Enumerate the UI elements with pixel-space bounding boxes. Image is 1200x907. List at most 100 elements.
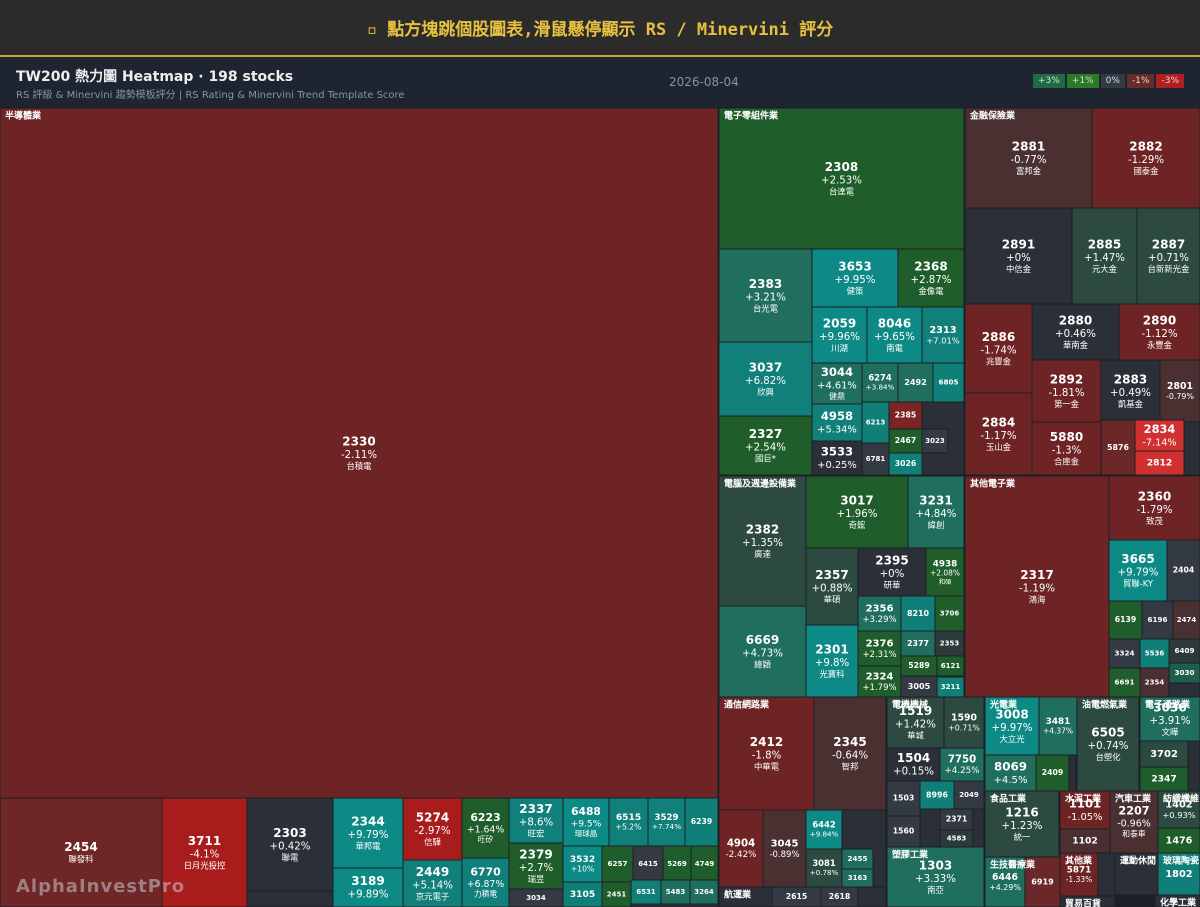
stock-cell[interactable]: 3008 +9.97%大立光 bbox=[984, 696, 1040, 756]
stock-cell[interactable]: 3034 bbox=[508, 888, 564, 907]
stock-cell[interactable]: 3532+10% bbox=[562, 845, 603, 883]
stock-cell[interactable]: 3163 bbox=[841, 868, 874, 888]
stock-cell[interactable]: 1503 bbox=[886, 780, 921, 817]
stock-cell[interactable]: 6919 bbox=[1024, 856, 1061, 907]
stock-cell[interactable]: 3030 bbox=[1168, 662, 1200, 684]
stock-cell[interactable]: 3711 -4.1%日月光投控 bbox=[161, 797, 248, 907]
stock-cell[interactable]: 8046 +9.65%南電 bbox=[866, 306, 923, 364]
stock-cell[interactable]: 2344 +9.79%華邦電 bbox=[332, 797, 404, 869]
stock-cell[interactable]: 2801-0.79% bbox=[1159, 359, 1200, 423]
stock-cell[interactable]: 3529+7.74% bbox=[647, 797, 686, 847]
stock-cell[interactable]: 2383 +3.21%台光電 bbox=[718, 248, 813, 343]
stock-cell[interactable]: 2881 -0.77%富邦金 bbox=[964, 108, 1093, 209]
stock-cell[interactable]: 2317 -1.19%鴻海 bbox=[964, 475, 1110, 698]
stock-cell[interactable]: 2885 +1.47%元大金 bbox=[1071, 207, 1138, 305]
stock-cell[interactable]: 3105 bbox=[562, 881, 603, 907]
stock-cell[interactable]: 2883 +0.49%凱基金 bbox=[1100, 359, 1161, 423]
stock-cell[interactable]: 1590+0.71% bbox=[943, 696, 985, 749]
stock-cell[interactable]: 2492 bbox=[897, 362, 934, 403]
stock-cell[interactable]: 2377 bbox=[900, 630, 936, 657]
stock-cell[interactable]: 3653 +9.95%健策 bbox=[811, 248, 899, 308]
stock-cell[interactable]: 6669 +4.73%緯穎 bbox=[718, 605, 807, 698]
stock-cell[interactable]: 4583 bbox=[939, 829, 974, 848]
stock-cell[interactable]: 6223+1.64%旺矽 bbox=[461, 797, 510, 859]
stock-cell[interactable]: 6770+6.87%力積電 bbox=[461, 857, 510, 907]
stock-cell[interactable]: 2474 bbox=[1172, 600, 1200, 640]
stock-cell[interactable]: 1102 bbox=[1059, 828, 1111, 854]
stock-cell[interactable]: 1216 +1.23%統一 bbox=[984, 790, 1060, 858]
stock-cell[interactable]: 3026 bbox=[888, 452, 923, 476]
stock-cell[interactable]: 5483 bbox=[660, 879, 691, 905]
stock-cell[interactable]: 6505 +0.74%台塑化 bbox=[1076, 696, 1140, 792]
stock-cell[interactable]: 2455 bbox=[841, 848, 874, 870]
stock-cell[interactable]: 2449 +5.14%京元電子 bbox=[402, 859, 463, 907]
stock-cell[interactable]: 3211 bbox=[936, 676, 965, 698]
stock-cell[interactable]: 5536 bbox=[1139, 638, 1170, 669]
stock-cell[interactable]: 2382 +1.35%廣達 bbox=[718, 475, 807, 607]
stock-cell[interactable]: 6781 bbox=[861, 442, 890, 476]
stock-cell[interactable]: 4749 bbox=[690, 845, 719, 883]
stock-cell[interactable]: 2376+2.31% bbox=[857, 630, 902, 667]
stock-cell[interactable]: 3231 +4.84%緯創 bbox=[907, 475, 965, 549]
stock-cell[interactable]: 6442+9.84% bbox=[805, 809, 843, 850]
stock-cell[interactable]: 2368 +2.87%金像電 bbox=[897, 248, 965, 308]
stock-cell[interactable]: 2409 bbox=[1035, 754, 1070, 792]
stock-cell[interactable]: 6121 bbox=[936, 655, 965, 677]
stock-cell[interactable]: 2891 +0%中信金 bbox=[964, 207, 1073, 305]
stock-cell[interactable]: 1101-1.05% bbox=[1059, 790, 1111, 830]
stock-cell[interactable]: 3044 +4.61%健鼎 bbox=[811, 362, 863, 405]
stock-cell[interactable]: 2371 bbox=[939, 808, 974, 831]
stock-cell[interactable]: 2337 +8.6%旺宏 bbox=[508, 797, 564, 844]
stock-cell[interactable]: 8210 bbox=[900, 595, 936, 632]
stock-cell[interactable]: 6415 bbox=[632, 845, 664, 883]
stock-cell[interactable]: 2356+3.29% bbox=[857, 595, 902, 632]
stock-cell[interactable]: 3264 bbox=[689, 879, 719, 905]
stock-cell[interactable]: 2354 bbox=[1139, 667, 1170, 698]
stock-cell[interactable]: 6196 bbox=[1141, 600, 1174, 640]
stock-cell[interactable]: 3045-0.89% bbox=[762, 809, 807, 888]
stock-cell[interactable]: 2887 +0.71%台新新光金 bbox=[1136, 207, 1200, 305]
stock-cell[interactable]: 2884 -1.17%玉山金 bbox=[964, 392, 1033, 476]
stock-cell[interactable]: 2303 +0.42%聯電 bbox=[246, 797, 334, 892]
stock-cell[interactable]: 6805 bbox=[932, 362, 965, 403]
stock-cell[interactable]: 3037 +6.82%欣興 bbox=[718, 341, 813, 417]
stock-cell[interactable]: 2345 -0.64%智邦 bbox=[813, 696, 887, 811]
stock-cell[interactable]: 8069 +4.5% bbox=[984, 754, 1037, 792]
stock-cell[interactable]: 5269 bbox=[662, 845, 692, 883]
stock-cell[interactable]: 2834-7.14% bbox=[1134, 419, 1185, 452]
stock-cell[interactable]: 5289 bbox=[900, 655, 938, 677]
stock-cell[interactable]: 1504 +0.15% bbox=[886, 747, 941, 782]
stock-cell[interactable]: 2330 -2.11%台積電 bbox=[0, 108, 719, 799]
stock-cell[interactable]: 2404 bbox=[1166, 539, 1200, 602]
stock-cell[interactable]: 2379 +2.7%瑞昱 bbox=[508, 842, 564, 890]
stock-cell[interactable]: 3533+0.25% bbox=[811, 440, 863, 476]
stock-cell[interactable]: 2049 bbox=[953, 780, 985, 810]
stock-cell[interactable]: 6488+9.5%環球晶 bbox=[562, 797, 610, 847]
stock-cell[interactable]: 4938+2.08%和碩 bbox=[925, 547, 965, 597]
stock-cell[interactable]: 2313+7.01% bbox=[921, 306, 965, 364]
stock-cell[interactable]: 1303 +3.33%南亞 bbox=[886, 846, 985, 907]
stock-cell[interactable]: 2324+1.79% bbox=[857, 665, 902, 698]
stock-cell[interactable]: 3023 bbox=[921, 428, 949, 454]
stock-cell[interactable]: 5274 -2.97%信驊 bbox=[402, 797, 463, 861]
stock-cell[interactable]: 3017 +1.96%奇鋐 bbox=[805, 475, 909, 549]
stock-cell[interactable]: 2360 -1.79%致茂 bbox=[1108, 475, 1200, 541]
stock-cell[interactable]: 4904-2.42% bbox=[718, 809, 764, 888]
stock-cell[interactable]: 6213 bbox=[861, 401, 890, 444]
stock-cell[interactable]: 6274+3.84% bbox=[861, 362, 899, 403]
stock-cell[interactable]: 3702 bbox=[1139, 740, 1189, 768]
stock-cell[interactable]: 8996 bbox=[919, 780, 955, 810]
stock-cell[interactable]: 2618 bbox=[820, 886, 859, 907]
stock-cell[interactable]: 3081+0.78% bbox=[805, 848, 843, 888]
stock-cell[interactable]: 3005 bbox=[900, 675, 938, 698]
stock-cell[interactable]: 2892 -1.81%第一金 bbox=[1031, 359, 1102, 423]
stock-cell[interactable]: 6531 bbox=[630, 879, 662, 905]
stock-cell[interactable]: 2308 +2.53%台達電 bbox=[718, 108, 965, 250]
stock-cell[interactable]: 7750+4.25% bbox=[939, 747, 985, 782]
stock-cell[interactable]: 4958+5.34% bbox=[811, 403, 863, 442]
stock-cell[interactable]: 2207-0.96%和泰車 bbox=[1109, 790, 1159, 854]
stock-cell[interactable]: 5871-1.33% bbox=[1059, 852, 1099, 897]
stock-cell[interactable]: 3706 bbox=[934, 595, 965, 632]
stock-cell[interactable]: 6239 bbox=[684, 797, 719, 847]
stock-cell[interactable]: 1560 bbox=[886, 815, 921, 848]
